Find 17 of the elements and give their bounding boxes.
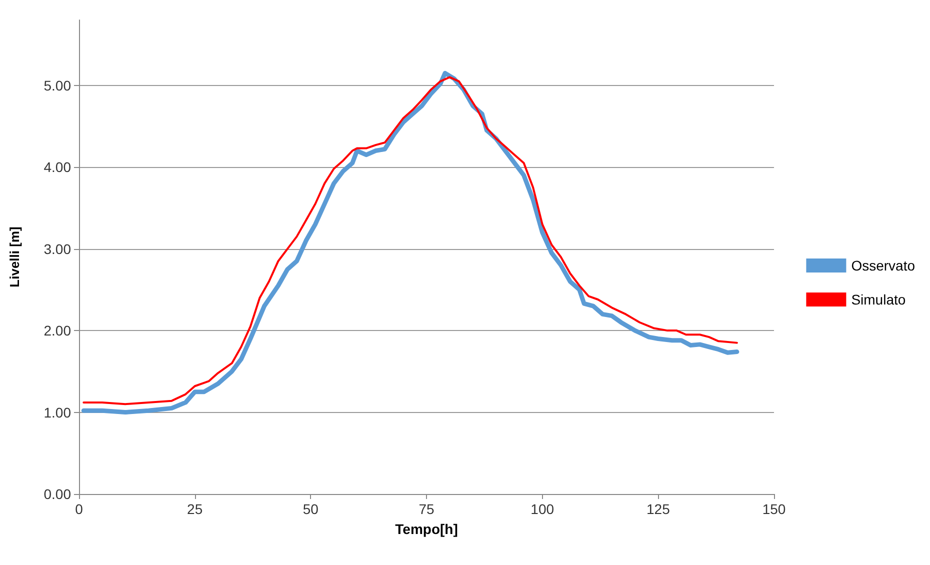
x-tick-label: 100 (530, 501, 554, 517)
x-tick-label: 75 (418, 501, 434, 517)
x-tick-label: 0 (75, 501, 84, 517)
y-tick-label: 4.00 (44, 159, 72, 176)
y-tick-label: 2.00 (44, 322, 72, 339)
x-tick-label: 50 (302, 501, 319, 517)
x-tick-label: 125 (646, 501, 670, 517)
y-tick-label: 5.00 (44, 77, 72, 94)
legend-label: Simulato (851, 292, 906, 308)
x-axis-title: Tempo[h] (395, 521, 458, 537)
x-tick-label: 25 (187, 501, 203, 517)
y-axis-title: Livelli [m] (7, 226, 22, 288)
y-tick-label: 3.00 (44, 240, 72, 257)
y-tick-label: 1.00 (44, 404, 72, 420)
y-tick-label: 0.00 (44, 486, 72, 502)
legend-label: Osservato (851, 258, 916, 274)
x-tick-label: 150 (762, 501, 786, 517)
